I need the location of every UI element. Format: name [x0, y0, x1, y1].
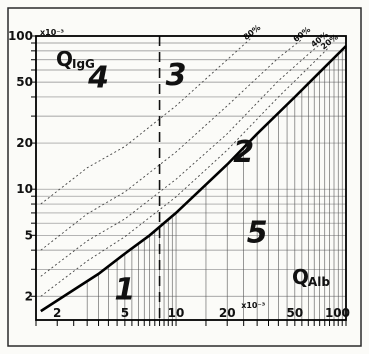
region-label: 1 [114, 273, 135, 308]
x-axis-unit: x10⁻³ [241, 301, 266, 310]
x-axis-label-sub: Alb [308, 275, 330, 289]
x-axis-label-main: Q [292, 265, 309, 289]
region-label: 2 [233, 135, 254, 170]
y-axis-unit: x10⁻³ [40, 28, 65, 37]
y-axis-label-sub: IgG [72, 57, 95, 71]
y-tick-label: 50 [16, 75, 33, 89]
region-labels: 1 2 3 4 5 [87, 58, 267, 308]
y-tick-labels: 2 5 10 20 50 100 [8, 29, 33, 303]
fraction-line [40, 39, 303, 251]
boundary-curve [40, 45, 347, 313]
y-tick-label: 10 [16, 182, 33, 196]
region-label: 4 [87, 61, 109, 96]
x-tick-label: 50 [286, 306, 303, 320]
fraction-lines [40, 36, 330, 297]
y-tick-label: 5 [25, 228, 33, 242]
y-tick-label: 2 [25, 289, 33, 303]
fraction-line [40, 46, 330, 297]
x-tick-label: 5 [121, 306, 129, 320]
y-tick-label: 20 [16, 136, 33, 150]
x-tick-label: 100 [325, 306, 350, 320]
x-tick-label: 2 [53, 306, 61, 320]
x-tick-labels: 2 5 10 20 50 100 [53, 306, 350, 320]
y-tick-label: 100 [8, 29, 33, 43]
plot-frame [35, 35, 347, 321]
x-tick-label: 10 [168, 306, 185, 320]
axis-ticks [31, 35, 347, 326]
region-label: 3 [166, 58, 187, 93]
outer-frame [7, 7, 362, 347]
fraction-line [40, 44, 320, 277]
x-tick-label: 20 [219, 306, 236, 320]
y-axis-label-main: Q [56, 47, 73, 71]
hatch-lines [86, 49, 343, 320]
region-label: 5 [247, 215, 268, 250]
